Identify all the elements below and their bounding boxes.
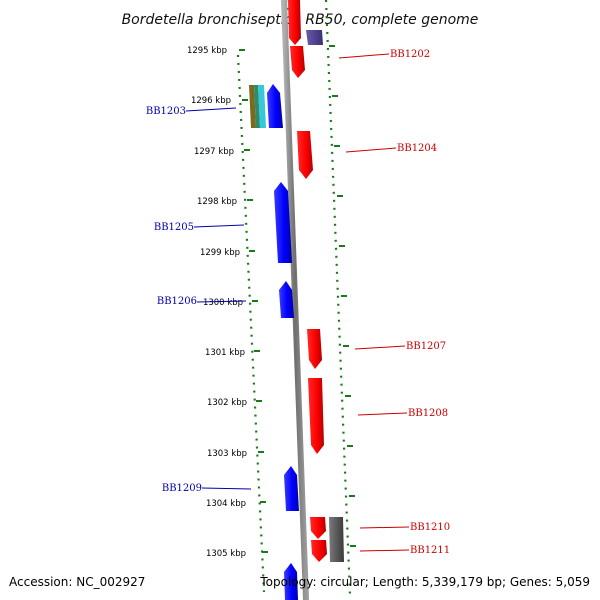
tick-label-1296: 1296 kbp <box>191 96 231 106</box>
gene-label-BB1211[interactable]: BB1211 <box>410 545 450 556</box>
gene-BB1211[interactable] <box>311 540 327 562</box>
gene-BB1207[interactable] <box>307 329 322 369</box>
tick-label-1302: 1302 kbp <box>207 398 247 408</box>
other-features <box>306 30 344 562</box>
tick-label-1301: 1301 kbp <box>205 348 245 358</box>
scale-tick-labels: 1295 kbp 1296 kbp 1297 kbp 1298 kbp 1299… <box>187 46 247 559</box>
label-leaders <box>185 53 410 552</box>
gene-BB1202[interactable] <box>290 46 305 78</box>
gene-BB1204[interactable] <box>297 131 313 179</box>
gene-label-BB1205[interactable]: BB1205 <box>154 222 194 233</box>
gene-BB1202-top-segment[interactable] <box>288 0 301 45</box>
gene-BB1203-multicolor[interactable] <box>249 85 266 128</box>
gene-BB1206[interactable] <box>279 281 294 318</box>
tick-label-1300: 1300 kbp <box>203 298 243 308</box>
feature-slate-top[interactable] <box>306 30 323 45</box>
gene-label-BB1203[interactable]: BB1203 <box>146 106 186 117</box>
gene-BB1209[interactable] <box>284 466 299 511</box>
gene-label-BB1209[interactable]: BB1209 <box>162 483 202 494</box>
gene-label-BB1207[interactable]: BB1207 <box>406 341 446 352</box>
gene-BB1205[interactable] <box>274 182 292 263</box>
tick-label-1295: 1295 kbp <box>187 46 227 56</box>
tick-label-1299: 1299 kbp <box>200 248 240 258</box>
gene-label-BB1210[interactable]: BB1210 <box>410 522 450 533</box>
feature-gray-bb1210[interactable] <box>329 517 344 562</box>
reverse-genes <box>249 84 299 600</box>
tick-label-1304: 1304 kbp <box>206 499 246 509</box>
tick-label-1298: 1298 kbp <box>197 197 237 207</box>
gene-labels: BB1202 BB1203 BB1204 BB1205 BB1206 BB120… <box>146 49 450 556</box>
accession-text: Accession: NC_002927 <box>9 575 145 589</box>
tick-label-1305: 1305 kbp <box>206 549 246 559</box>
tick-label-1297: 1297 kbp <box>194 147 234 157</box>
topology-text: Topology: circular; Length: 5,339,179 bp… <box>259 575 590 589</box>
tick-label-1303: 1303 kbp <box>207 449 247 459</box>
gene-BB1210[interactable] <box>310 517 326 539</box>
forward-genes <box>288 0 327 562</box>
rail-ticks <box>239 45 356 553</box>
outer-right-rail <box>324 0 352 596</box>
gene-label-BB1204[interactable]: BB1204 <box>397 143 437 154</box>
gene-label-BB1208[interactable]: BB1208 <box>408 408 448 419</box>
gene-BB1203[interactable] <box>267 84 283 128</box>
gene-label-BB1206[interactable]: BB1206 <box>157 296 197 307</box>
gene-bottom-partial[interactable] <box>284 563 298 600</box>
gene-BB1208[interactable] <box>308 378 324 454</box>
inner-left-rail <box>236 54 266 593</box>
gene-label-BB1202[interactable]: BB1202 <box>390 49 430 60</box>
genome-backbone <box>281 0 309 600</box>
